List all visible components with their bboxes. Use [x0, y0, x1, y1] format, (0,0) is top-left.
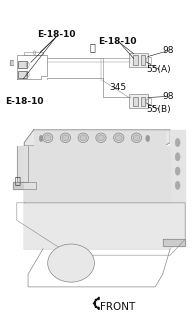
Circle shape	[175, 139, 180, 147]
Polygon shape	[13, 182, 36, 188]
Text: ⓓ: ⓓ	[90, 42, 95, 52]
Ellipse shape	[78, 133, 88, 142]
Polygon shape	[170, 130, 185, 203]
Ellipse shape	[62, 135, 69, 141]
Ellipse shape	[80, 135, 87, 141]
Bar	[18, 61, 27, 68]
Polygon shape	[34, 132, 165, 146]
Text: E-18-10: E-18-10	[37, 30, 75, 39]
Polygon shape	[10, 60, 13, 65]
Circle shape	[175, 167, 180, 175]
Polygon shape	[24, 146, 185, 249]
Text: 55(A): 55(A)	[147, 65, 171, 74]
Text: 55(B): 55(B)	[147, 105, 171, 114]
Ellipse shape	[131, 133, 142, 142]
Circle shape	[39, 135, 43, 142]
Ellipse shape	[44, 135, 51, 141]
Ellipse shape	[114, 133, 124, 142]
Text: 98: 98	[163, 92, 174, 101]
Bar	[129, 53, 148, 67]
Ellipse shape	[115, 135, 122, 141]
Bar	[133, 55, 138, 65]
Text: FRONT: FRONT	[100, 301, 135, 312]
Ellipse shape	[96, 133, 106, 142]
Bar	[18, 71, 27, 78]
Bar	[133, 97, 138, 106]
Ellipse shape	[133, 135, 140, 141]
Polygon shape	[163, 239, 185, 246]
Ellipse shape	[60, 133, 71, 142]
Text: 98: 98	[163, 46, 174, 55]
Circle shape	[146, 135, 150, 142]
Text: E-18-10: E-18-10	[5, 97, 44, 106]
Text: E-18-10: E-18-10	[99, 36, 137, 45]
Ellipse shape	[42, 133, 53, 142]
Text: ⓓ: ⓓ	[15, 176, 21, 186]
Ellipse shape	[48, 244, 94, 282]
Text: 345: 345	[109, 83, 126, 92]
Bar	[129, 94, 148, 108]
Ellipse shape	[98, 135, 104, 141]
Bar	[141, 97, 145, 106]
Polygon shape	[17, 146, 28, 182]
Bar	[141, 55, 145, 65]
Circle shape	[175, 153, 180, 161]
Circle shape	[175, 181, 180, 189]
Polygon shape	[24, 130, 170, 146]
Polygon shape	[24, 146, 170, 203]
FancyArrow shape	[94, 297, 99, 310]
